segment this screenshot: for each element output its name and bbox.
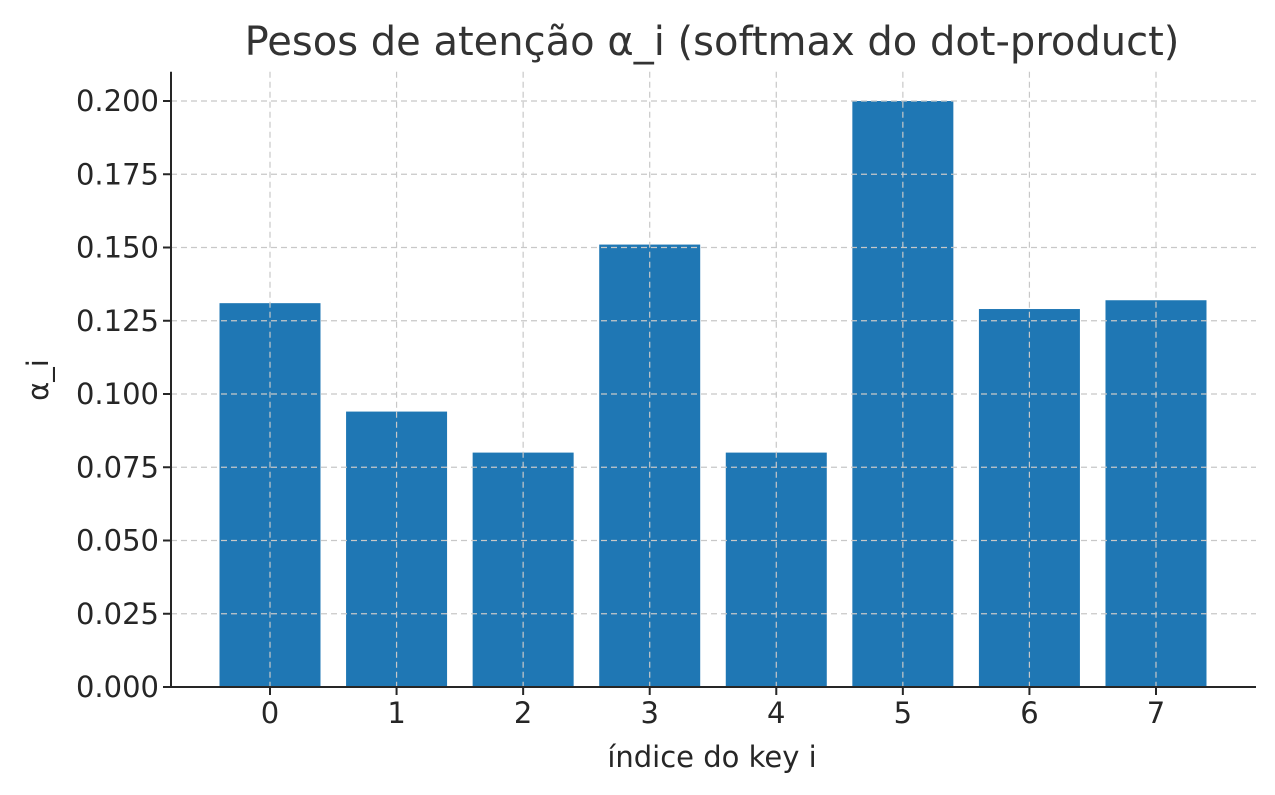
x-tick-label: 4: [767, 696, 785, 730]
x-ticks: 0 1 2 3 4 5 6 7: [261, 687, 1165, 730]
grid-lines: [171, 71, 1256, 688]
bar: [725, 452, 827, 687]
x-tick-label: 2: [514, 696, 532, 730]
y-tick-label: 0.100: [76, 377, 159, 411]
y-tick-label: 0.075: [76, 450, 159, 484]
y-tick-label: 0.025: [76, 597, 159, 631]
x-axis-label: índice do key i: [607, 740, 816, 774]
x-tick-label: 6: [1020, 696, 1038, 730]
x-tick-label: 5: [894, 696, 912, 730]
y-tick-label: 0.125: [76, 304, 159, 338]
y-tick-label: 0.175: [76, 157, 159, 191]
y-tick-label: 0.200: [76, 84, 159, 118]
axes: [170, 71, 1256, 688]
y-ticks: 0.000 0.025 0.050 0.075 0.100 0.125 0.150 0.175…: [76, 84, 171, 704]
chart-title: Pesos de atenção α_i (softmax do dot-pro…: [245, 19, 1180, 65]
y-tick-label: 0.050: [76, 524, 159, 558]
x-tick-label: 3: [640, 696, 658, 730]
x-tick-label: 7: [1147, 696, 1165, 730]
x-tick-label: 1: [387, 696, 405, 730]
bar: [472, 452, 574, 687]
y-axis-label: α_i: [21, 359, 55, 401]
y-tick-label: 0.000: [76, 670, 159, 704]
x-tick-label: 0: [261, 696, 279, 730]
y-tick-label: 0.150: [76, 231, 159, 265]
